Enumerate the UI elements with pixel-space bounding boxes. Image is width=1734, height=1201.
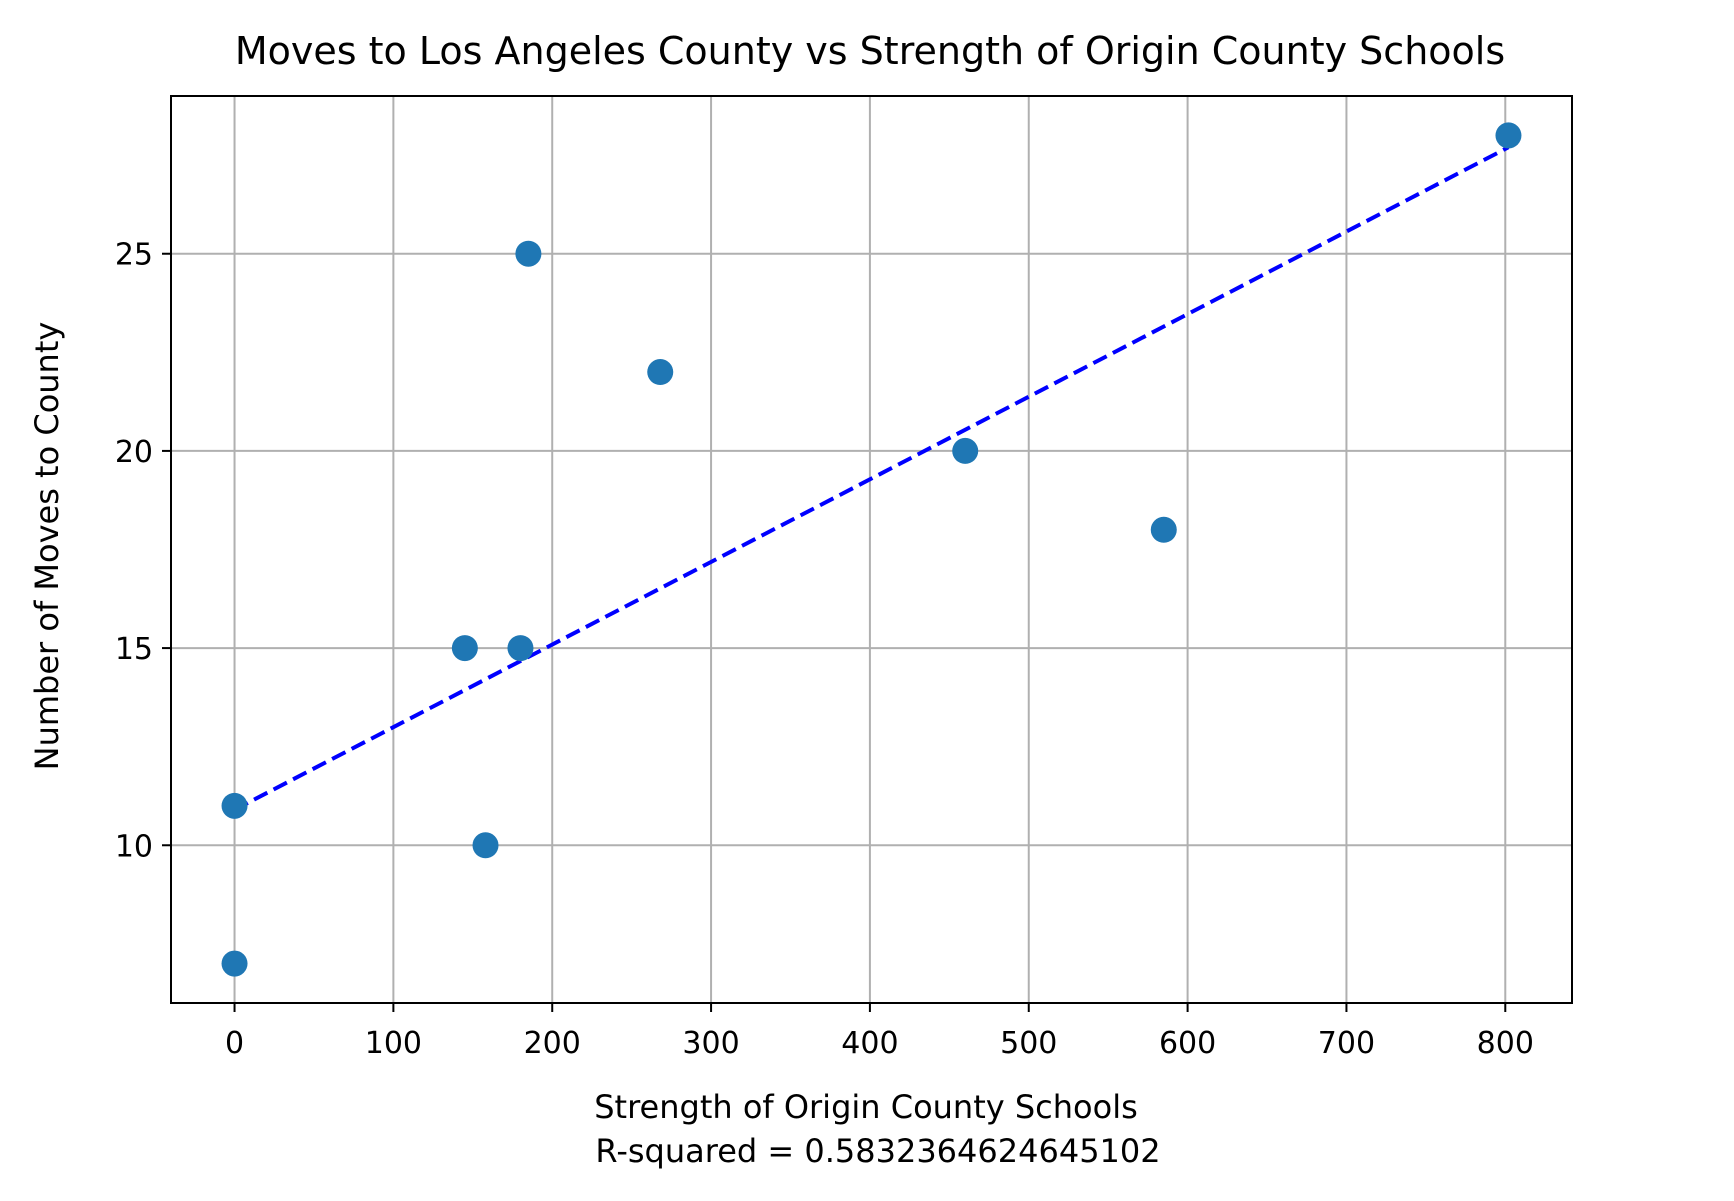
plot-frame [170,95,1573,1004]
chart-title: Moves to Los Angeles County vs Strength … [235,29,1505,73]
x-tick-label: 0 [225,1026,244,1061]
x-tick-label: 300 [682,1026,739,1061]
data-point [1495,122,1522,149]
data-point [221,950,248,977]
fit-line-group [233,145,1510,812]
y-axis-ticks: 10 15 20 25 [115,238,171,864]
x-tick-label: 700 [1318,1026,1375,1061]
x-tick-label: 200 [524,1026,581,1061]
r-squared-label: R-squared = 0.583236462464510​2 [595,1132,1160,1170]
data-point [221,792,248,819]
x-axis-ticks: 0 100 200 300 400 500 600 700 800 [225,1003,1534,1061]
x-tick-label: 800 [1477,1026,1534,1061]
data-point [647,359,674,386]
y-tick-label: 25 [115,238,153,273]
x-axis-label: Strength of Origin County Schools [594,1088,1138,1126]
regression-line [233,145,1510,812]
y-tick-label: 15 [115,632,153,667]
data-point [1150,516,1177,543]
data-point [451,635,478,662]
x-tick-label: 100 [365,1026,422,1061]
y-tick-label: 20 [115,435,153,470]
data-points [221,122,1522,977]
y-tick-label: 10 [115,829,153,864]
data-point [515,240,542,267]
y-axis-label: Number of Moves to County [28,322,66,771]
x-tick-label: 600 [1159,1026,1216,1061]
data-point [952,437,979,464]
x-tick-label: 400 [841,1026,898,1061]
x-tick-label: 500 [1000,1026,1057,1061]
data-point [507,635,534,662]
grid [171,96,1572,1003]
data-point [472,832,499,859]
